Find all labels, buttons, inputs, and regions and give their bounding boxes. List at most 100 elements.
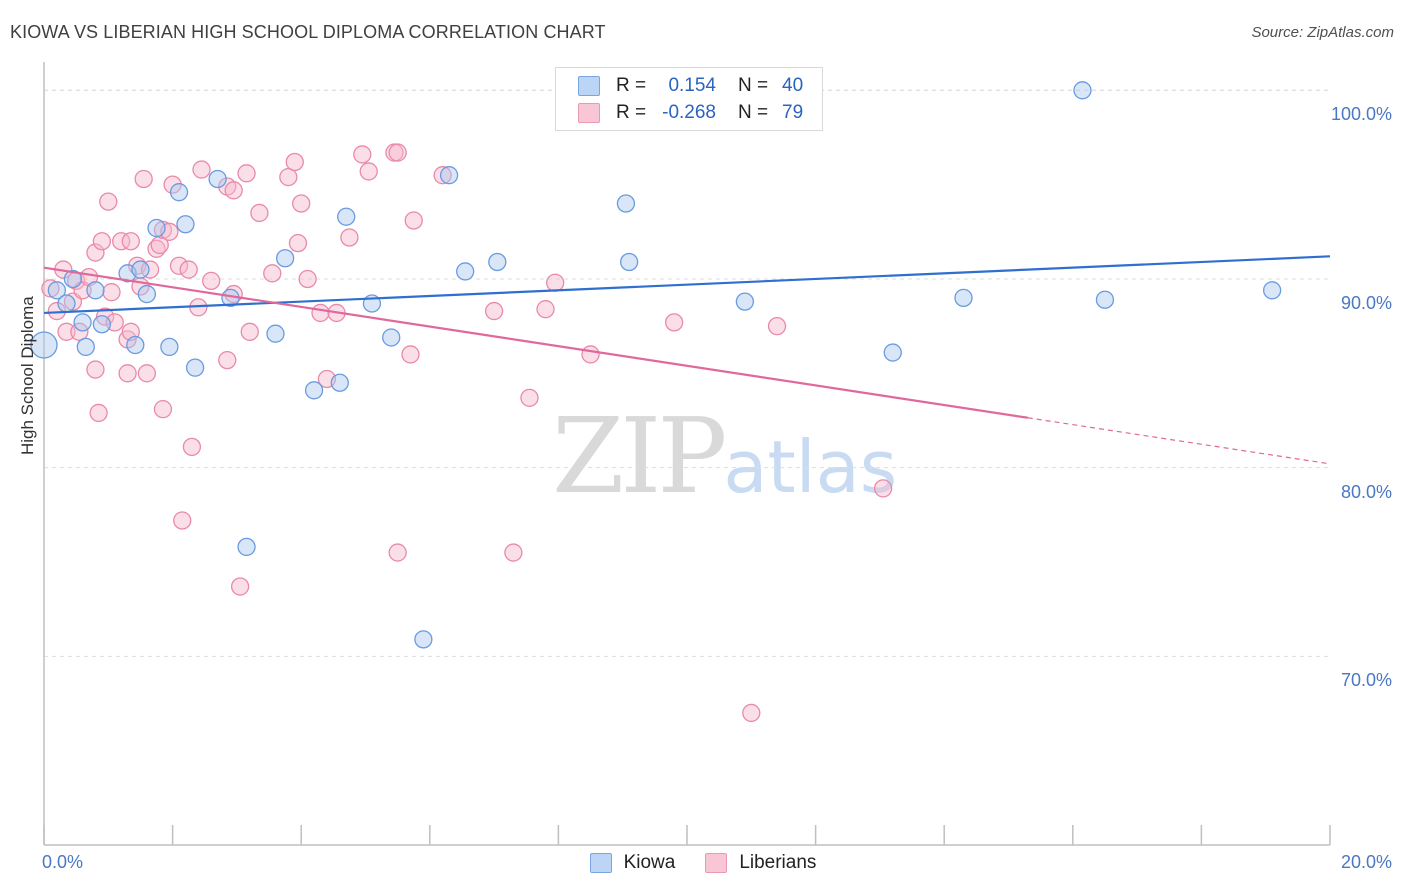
kiowa-point xyxy=(382,328,401,347)
kiowa-point xyxy=(160,337,179,357)
liberians-point xyxy=(92,232,112,251)
kiowa-point xyxy=(619,252,639,272)
liberians-point xyxy=(218,350,237,370)
r-value: 0.154 xyxy=(668,75,716,96)
x-tick-max: 20.0% xyxy=(1340,852,1392,872)
legend-item-liberians[interactable]: Liberians xyxy=(705,852,816,874)
liberians-point xyxy=(224,181,243,200)
liberians-point xyxy=(89,403,108,423)
kiowa-point xyxy=(208,169,227,189)
liberians-series xyxy=(41,143,893,723)
liberians-trend-line xyxy=(43,266,1028,419)
liberians-point xyxy=(311,303,330,323)
x-tick-min: 0.0% xyxy=(42,852,84,872)
liberians-point xyxy=(263,264,282,283)
kiowa-point xyxy=(337,207,356,226)
y-tick-label: 70.0% xyxy=(1340,670,1392,691)
liberians-point xyxy=(182,437,202,457)
kiowa-point xyxy=(266,324,285,343)
liberians-point xyxy=(536,300,555,319)
kiowa-point xyxy=(616,194,636,213)
kiowa-point xyxy=(169,183,189,202)
trend-lines xyxy=(43,255,1331,465)
liberians-point xyxy=(288,233,308,253)
watermark-zip: ZIP xyxy=(552,395,727,517)
kiowa-point xyxy=(30,331,58,359)
liberians-swatch xyxy=(705,853,728,873)
liberians-point xyxy=(484,301,504,321)
liberians-swatch xyxy=(578,103,600,123)
grid-lines xyxy=(44,89,1330,657)
legend-row-liberians: R = -0.268 N = 79 xyxy=(578,101,803,125)
kiowa-point xyxy=(47,281,67,300)
liberians-point xyxy=(202,271,221,291)
watermark-atlas: atlas xyxy=(723,425,898,509)
liberians-point xyxy=(742,703,761,723)
liberians-point xyxy=(134,169,153,189)
liberians-point xyxy=(169,256,189,275)
liberians-point xyxy=(153,220,173,240)
kiowa-point xyxy=(275,249,295,268)
kiowa-point xyxy=(954,288,973,307)
liberians-point xyxy=(118,364,137,383)
kiowa-point xyxy=(1073,81,1092,100)
liberians-point xyxy=(353,145,372,164)
y-tick-label: 80.0% xyxy=(1340,481,1392,502)
kiowa-point xyxy=(488,252,507,272)
liberians-point xyxy=(873,479,893,498)
r-value: -0.268 xyxy=(662,102,716,123)
kiowa-point xyxy=(439,166,459,185)
n-value: 79 xyxy=(782,102,804,123)
liberians-point xyxy=(153,400,173,419)
kiowa-swatch xyxy=(578,76,600,96)
liberians-point xyxy=(192,160,211,179)
axes xyxy=(43,62,1331,846)
legend-item-kiowa[interactable]: Kiowa xyxy=(589,852,675,874)
legend-label-liberians: Liberians xyxy=(739,852,817,873)
liberians-point xyxy=(279,167,298,187)
kiowa-point xyxy=(57,294,76,313)
legend-row-kiowa: R = 0.154 N = 40 xyxy=(578,74,803,98)
liberians-point xyxy=(401,345,420,364)
kiowa-point xyxy=(185,358,205,377)
watermark: ZIPatlas xyxy=(552,395,897,517)
kiowa-point xyxy=(92,315,112,334)
kiowa-point xyxy=(237,537,256,557)
liberians-point xyxy=(140,260,160,279)
liberians-point xyxy=(179,260,198,279)
kiowa-point xyxy=(76,337,95,357)
kiowa-point xyxy=(126,335,145,355)
kiowa-point xyxy=(137,284,157,304)
chart-title: KIOWA VS LIBERIAN HIGH SCHOOL DIPLOMA CO… xyxy=(10,22,606,42)
kiowa-swatch xyxy=(589,853,612,873)
liberians-point xyxy=(86,243,105,262)
n-label: N = xyxy=(738,102,769,123)
liberians-point xyxy=(298,269,317,289)
liberians-point xyxy=(57,322,76,341)
liberians-point xyxy=(237,164,256,183)
liberians-point xyxy=(664,313,684,332)
liberians-point xyxy=(292,194,311,213)
liberians-point xyxy=(240,322,259,341)
liberians-point xyxy=(340,228,359,247)
liberians-point xyxy=(163,175,182,194)
liberians-point xyxy=(388,143,407,162)
liberians-point xyxy=(112,232,131,251)
series-legend: Kiowa Liberians xyxy=(0,852,1406,874)
liberians-point xyxy=(41,279,60,298)
kiowa-point xyxy=(883,343,902,362)
kiowa-point xyxy=(131,260,150,279)
liberians-point xyxy=(137,364,157,383)
kiowa-point xyxy=(176,215,195,234)
liberians-point xyxy=(250,203,269,223)
kiowa-series xyxy=(30,81,1282,649)
liberians-point xyxy=(767,316,787,336)
liberians-point xyxy=(121,232,140,251)
liberians-point xyxy=(433,166,452,185)
liberians-point xyxy=(99,192,118,211)
y-tick-label: 90.0% xyxy=(1340,292,1392,313)
liberians-point xyxy=(285,152,304,172)
liberians-point xyxy=(230,577,250,596)
n-label: N = xyxy=(738,75,769,96)
